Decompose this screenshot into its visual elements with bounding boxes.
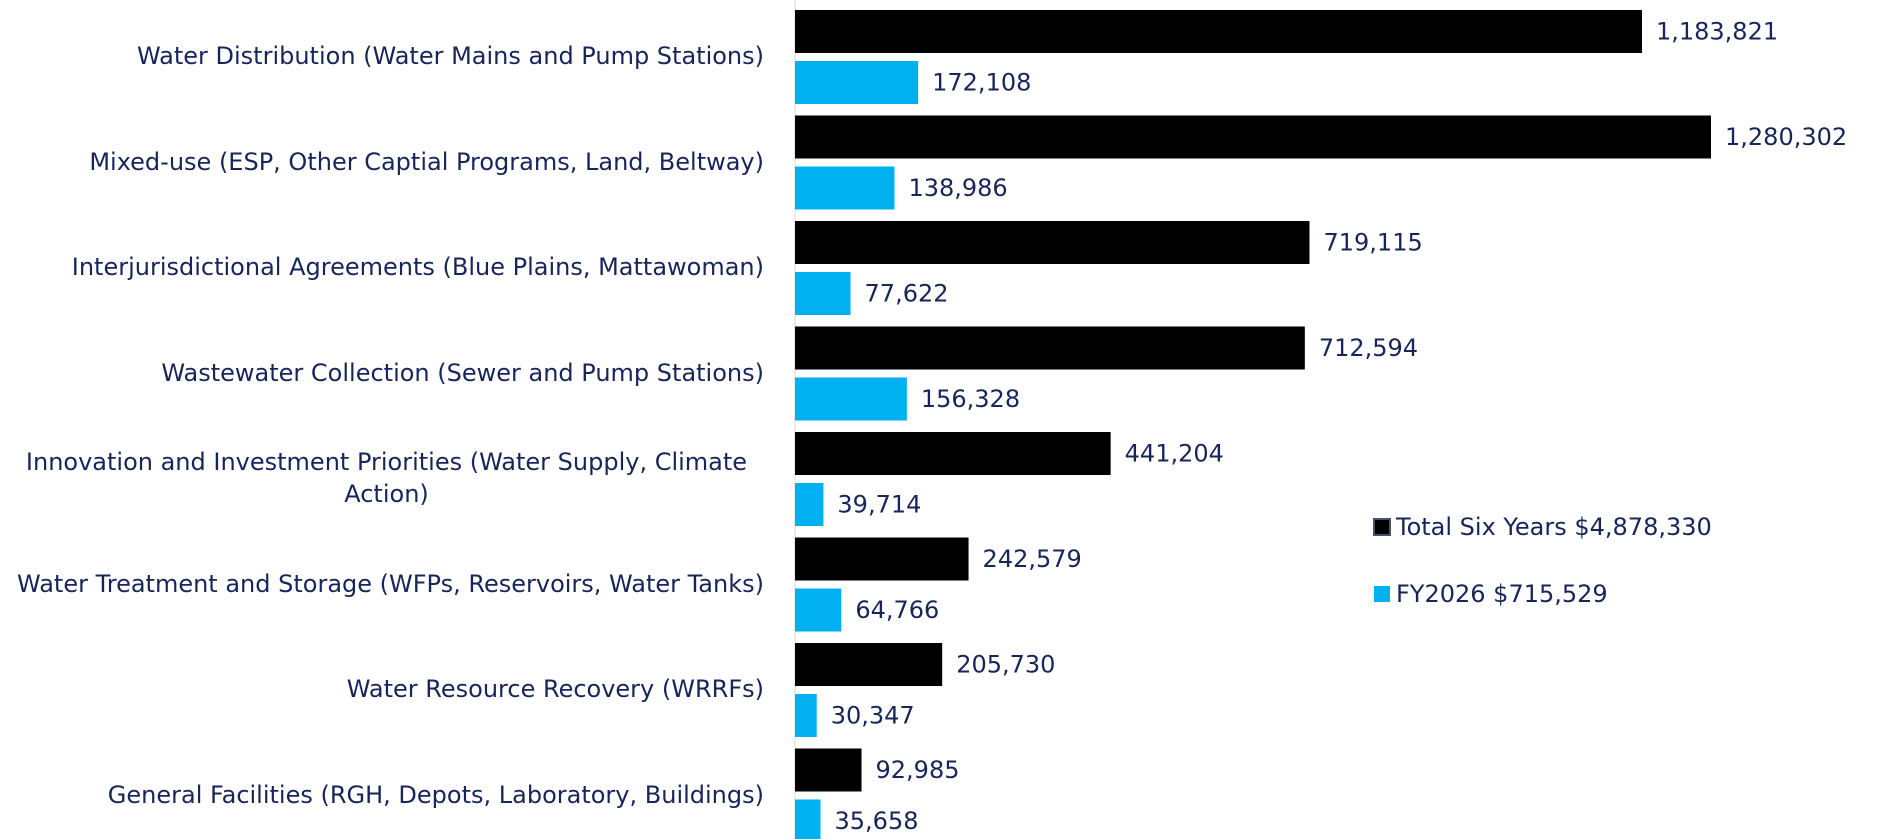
bar [795,588,842,632]
legend-label: FY2026 $715,529 [1396,580,1608,608]
value-label: 1,183,821 [1656,18,1778,46]
value-label: 64,766 [855,596,939,624]
bar [795,61,919,104]
bar [795,115,1711,159]
bar [795,483,824,526]
value-label: 242,579 [983,545,1082,573]
bar [795,799,821,839]
value-label: 77,622 [865,280,949,308]
category-label: Wastewater Collection (Sewer and Pump St… [161,358,764,387]
value-label: 719,115 [1323,229,1422,257]
category-label: Interjurisdictional Agreements (Blue Pla… [71,253,764,281]
bar [795,221,1310,264]
category-label: General Facilities (RGH, Depots, Laborat… [107,780,764,809]
category-label: Water Distribution (Water Mains and Pump… [136,42,764,70]
legend-marker [1374,586,1390,602]
value-label: 712,594 [1319,334,1418,362]
bar [795,748,862,792]
bar [795,326,1305,370]
value-label: 138,986 [908,174,1007,202]
value-label: 172,108 [932,69,1031,97]
category-label: Innovation and Investment Priorities (Wa… [25,448,748,508]
bar [795,643,943,686]
bar [795,10,1642,53]
bar [795,694,817,737]
value-label: 441,204 [1125,440,1224,468]
value-label: 156,328 [921,385,1020,413]
legend-marker [1373,518,1391,536]
bar [795,166,895,210]
value-label: 30,347 [831,702,915,730]
bar [795,272,851,315]
value-label: 92,985 [876,756,960,784]
legend-label: Total Six Years $4,878,330 [1395,513,1712,541]
category-label: Mixed-use (ESP, Other Captial Programs, … [89,147,764,176]
value-label: 35,658 [835,807,919,835]
bar [795,537,969,581]
category-label: Water Resource Recovery (WRRFs) [346,675,764,703]
value-label: 1,280,302 [1725,123,1847,151]
category-label: Water Treatment and Storage (WFPs, Reser… [17,569,764,598]
bar [795,432,1111,475]
value-label: 39,714 [837,491,921,519]
bar [795,377,907,421]
value-label: 205,730 [956,651,1055,679]
